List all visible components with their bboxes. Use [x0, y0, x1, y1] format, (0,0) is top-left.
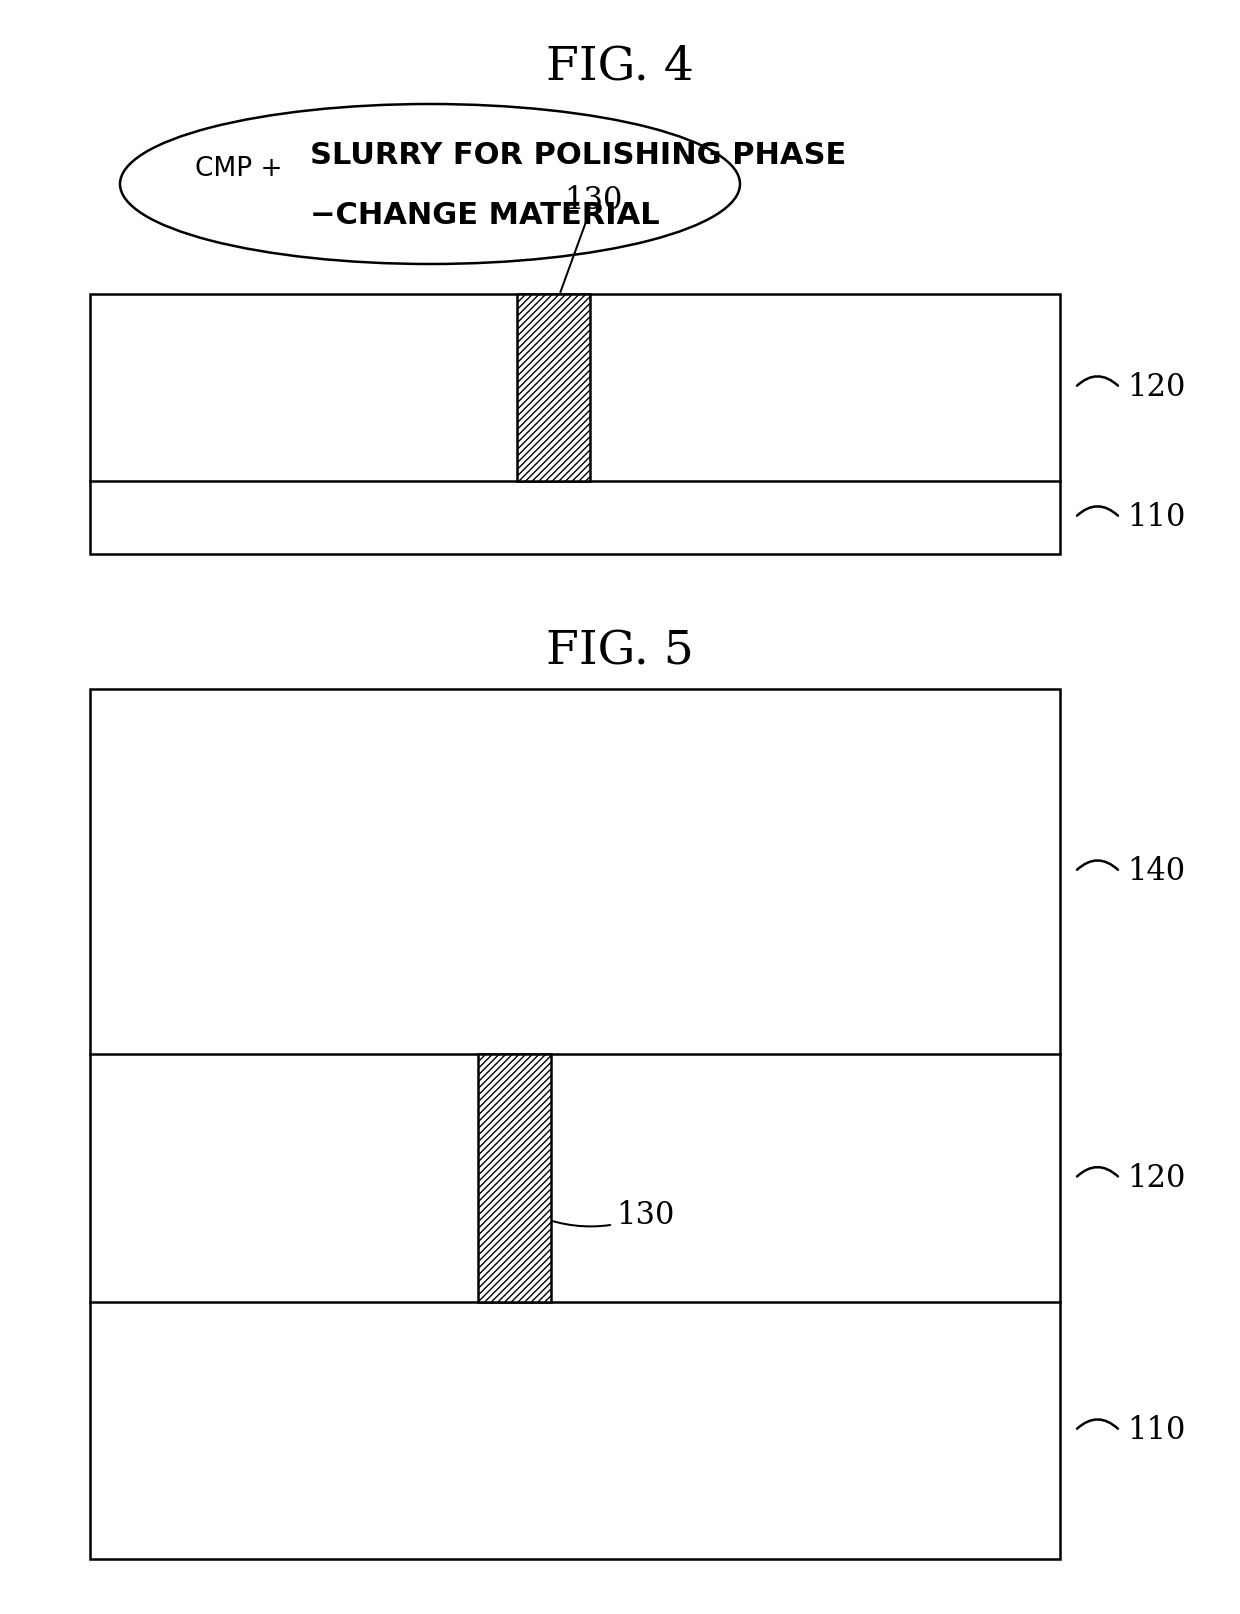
- Ellipse shape: [120, 103, 740, 265]
- Bar: [517, 294, 589, 481]
- Text: FIG. 5: FIG. 5: [546, 629, 694, 675]
- Text: 130: 130: [564, 186, 622, 216]
- Text: FIG. 4: FIG. 4: [546, 44, 694, 89]
- Text: 120: 120: [1127, 1162, 1185, 1194]
- Text: 120: 120: [1127, 373, 1185, 404]
- Text: SLURRY FOR POLISHING PHASE: SLURRY FOR POLISHING PHASE: [310, 142, 846, 171]
- Text: 110: 110: [1127, 1415, 1185, 1446]
- Text: CMP +: CMP +: [195, 157, 283, 182]
- Text: −CHANGE MATERIAL: −CHANGE MATERIAL: [310, 202, 660, 231]
- Text: 110: 110: [1127, 502, 1185, 533]
- Bar: [91, 294, 1060, 554]
- Text: 130: 130: [539, 1201, 675, 1231]
- Bar: [91, 689, 1060, 1559]
- Bar: [477, 1054, 551, 1302]
- Text: 140: 140: [1127, 855, 1185, 888]
